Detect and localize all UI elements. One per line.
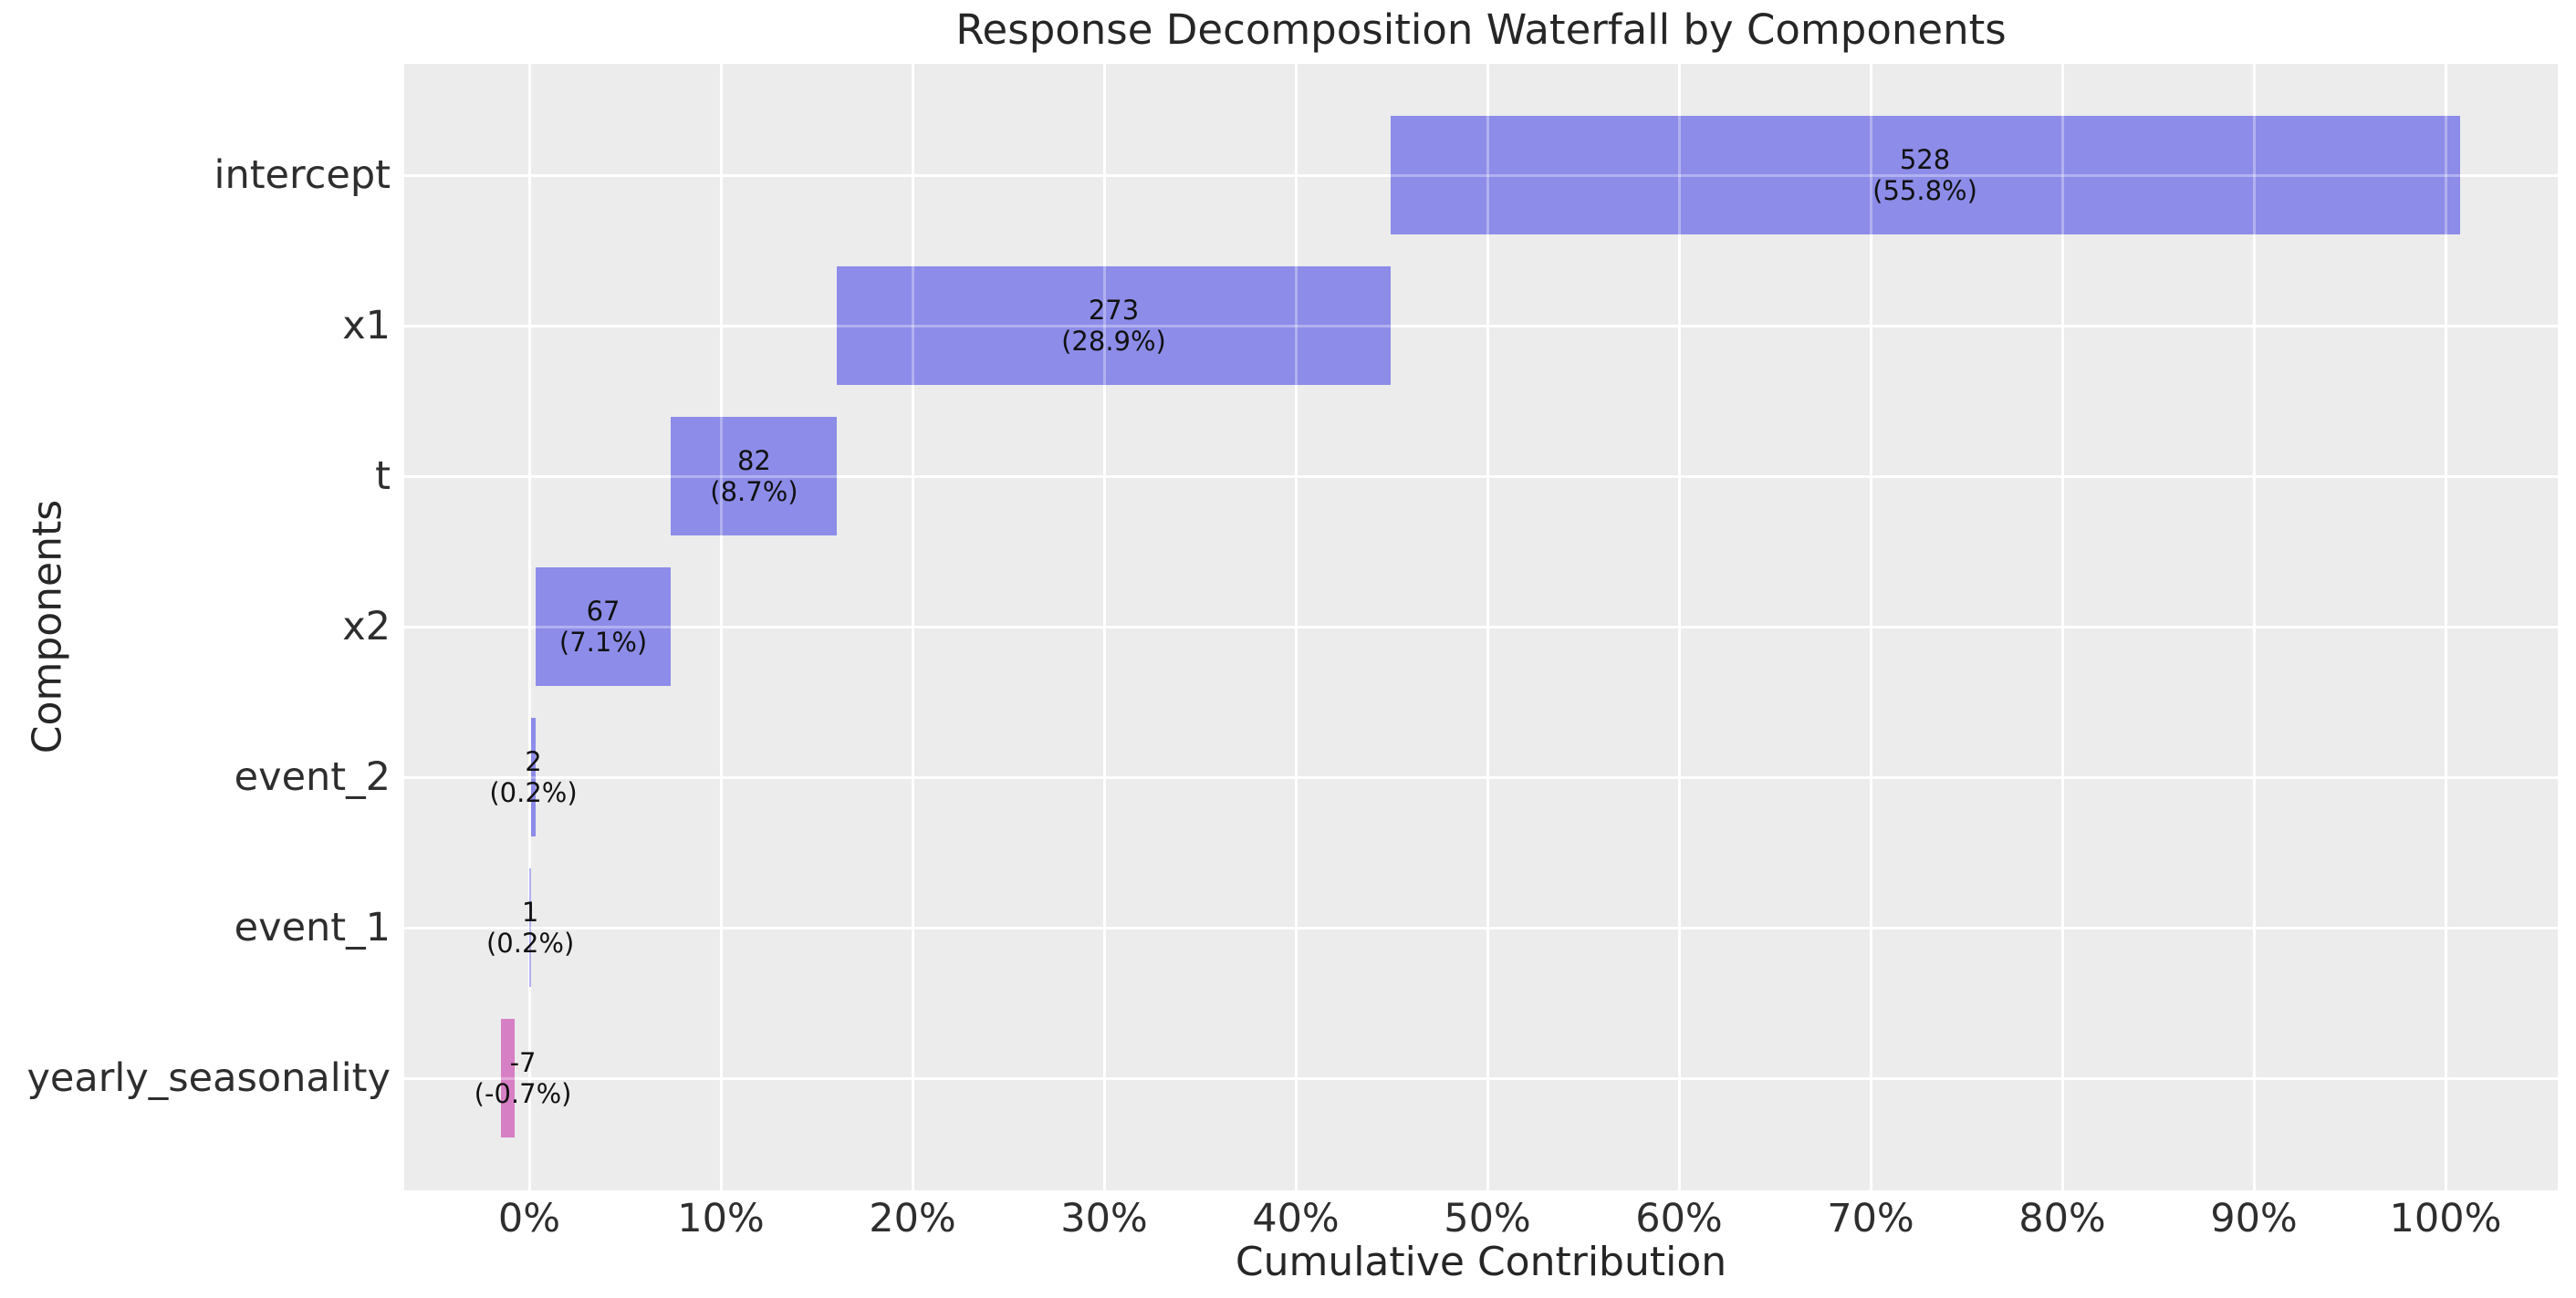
bar-label-percent: (-0.7%) <box>474 1078 572 1109</box>
x-tick-label-10%: 10% <box>677 1196 765 1241</box>
bar-value-label-intercept: 528 (55.8%) <box>1872 144 1977 206</box>
bar-value-label-x2: 67 (7.1%) <box>559 596 647 658</box>
grid-line-vertical-overlay <box>527 64 531 1190</box>
y-tick-label-intercept: intercept <box>214 152 391 198</box>
bar-label-value: -7 <box>509 1047 537 1078</box>
grid-line-vertical-overlay <box>911 64 914 1190</box>
x-tick-label-30%: 30% <box>1060 1196 1148 1241</box>
waterfall-bar-x1 <box>837 266 1391 385</box>
waterfall-bar-event_1 <box>529 868 532 987</box>
bar-label-percent: (55.8%) <box>1872 175 1977 206</box>
bar-label-percent: (0.2%) <box>489 777 578 808</box>
grid-line-horizontal <box>404 775 2558 779</box>
y-axis-label: Components <box>24 499 71 754</box>
grid-line-horizontal-overlay <box>404 324 2558 327</box>
grid-line-vertical-overlay <box>1869 64 1872 1190</box>
bar-value-label-event_2: 2 (0.2%) <box>489 746 577 808</box>
grid-line-horizontal-overlay <box>404 474 2558 478</box>
grid-line-horizontal-overlay <box>404 775 2558 779</box>
bar-label-value: 528 <box>1899 144 1951 175</box>
bar-label-percent: (8.7%) <box>710 476 798 507</box>
grid-line-horizontal-overlay <box>404 1076 2558 1080</box>
bar-value-label-t: 82 (8.7%) <box>710 445 798 507</box>
waterfall-bar-event_2 <box>531 718 536 836</box>
grid-line-vertical-overlay <box>1294 64 1298 1190</box>
y-tick-label-yearly_seasonality: yearly_seasonality <box>26 1055 391 1101</box>
grid-line-horizontal-overlay <box>404 173 2558 177</box>
bar-label-percent: (28.9%) <box>1061 326 1166 357</box>
y-tick-label-event_1: event_1 <box>234 905 391 950</box>
bar-label-percent: (7.1%) <box>558 627 648 658</box>
x-tick-label-100%: 100% <box>2389 1196 2502 1241</box>
grid-line-vertical-overlay <box>2252 64 2256 1190</box>
grid-line-vertical-overlay <box>2444 64 2447 1190</box>
bar-label-value: 1 <box>521 897 539 928</box>
bar-label-value: 82 <box>736 445 771 476</box>
grid-line-vertical-overlay <box>1677 64 1681 1190</box>
x-tick-label-20%: 20% <box>869 1196 956 1241</box>
y-tick-label-x2: x2 <box>342 604 391 649</box>
bar-value-label-yearly_seasonality: -7 (-0.7%) <box>475 1047 572 1109</box>
grid-line-horizontal <box>404 324 2558 327</box>
grid-line-horizontal <box>404 1076 2558 1080</box>
bar-label-value: 67 <box>586 596 621 627</box>
plot-area: 528 (55.8%) 273 (28.9%) 82 (8.7%) 67 (7.1%) 2 (0.… <box>404 64 2558 1190</box>
x-tick-label-0%: 0% <box>497 1196 561 1241</box>
grid-line-horizontal <box>404 625 2558 628</box>
grid-line-horizontal-overlay <box>404 625 2558 628</box>
bar-label-value: 273 <box>1088 295 1140 326</box>
x-tick-label-90%: 90% <box>2210 1196 2298 1241</box>
grid-line-horizontal <box>404 926 2558 929</box>
chart-title: Response Decomposition Waterfall by Comp… <box>955 5 2007 54</box>
waterfall-bar-t <box>671 417 838 535</box>
bar-value-label-event_1: 1 (0.2%) <box>486 897 574 959</box>
x-tick-label-40%: 40% <box>1252 1196 1340 1241</box>
bar-label-percent: (0.2%) <box>485 928 575 959</box>
x-tick-label-70%: 70% <box>1827 1196 1914 1241</box>
bar-value-label-x1: 273 (28.9%) <box>1061 295 1166 357</box>
x-axis-label: Cumulative Contribution <box>1235 1239 1727 1285</box>
y-tick-label-event_2: event_2 <box>234 754 391 800</box>
bar-label-value: 2 <box>525 746 542 777</box>
x-tick-label-80%: 80% <box>2018 1196 2106 1241</box>
grid-line-horizontal-overlay <box>404 926 2558 929</box>
y-tick-label-x1: x1 <box>342 303 391 348</box>
grid-line-vertical-overlay <box>719 64 723 1190</box>
x-tick-label-60%: 60% <box>1635 1196 1723 1241</box>
waterfall-bar-x2 <box>535 567 672 686</box>
grid-line-vertical-overlay <box>1486 64 1489 1190</box>
x-tick-label-50%: 50% <box>1444 1196 1531 1241</box>
grid-line-vertical-overlay <box>1102 64 1106 1190</box>
y-tick-label-t: t <box>375 453 391 499</box>
grid-line-vertical-overlay <box>2060 64 2064 1190</box>
waterfall-bar-yearly_seasonality <box>500 1019 516 1137</box>
waterfall-bar-intercept <box>1390 116 2460 234</box>
grid-line-horizontal <box>404 474 2558 478</box>
